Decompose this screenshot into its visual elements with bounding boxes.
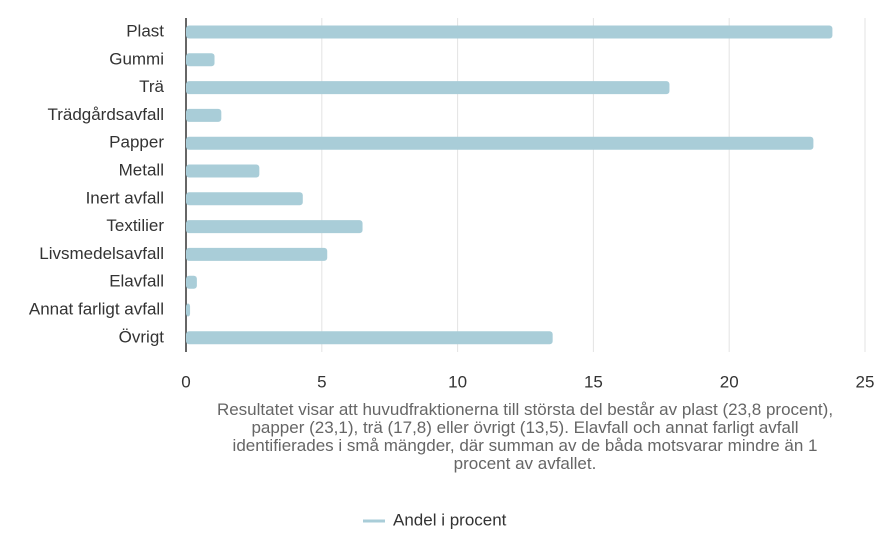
bar — [186, 275, 197, 289]
bar — [186, 331, 553, 345]
bar — [186, 136, 814, 150]
y-tick-label: Textilier — [106, 216, 164, 235]
x-tick-label: 15 — [584, 372, 603, 391]
y-tick-label: Plast — [126, 21, 164, 40]
bar — [186, 247, 328, 261]
legend-label: Andel i procent — [393, 510, 507, 529]
bar — [186, 25, 833, 39]
bar — [186, 81, 670, 95]
y-tick-label: Papper — [109, 133, 164, 152]
y-tick-label: Övrigt — [119, 327, 165, 346]
x-tick-label: 20 — [720, 372, 739, 391]
y-tick-label: Gummi — [109, 49, 164, 68]
x-tick-label: 5 — [317, 372, 326, 391]
y-tick-label: Livsmedelsavfall — [39, 244, 164, 263]
bar — [186, 303, 191, 317]
bar — [186, 192, 303, 206]
y-tick-label: Inert avfall — [86, 188, 164, 207]
y-tick-label: Trä — [139, 77, 164, 96]
bar — [186, 108, 222, 122]
y-tick-label: Metall — [119, 160, 164, 179]
y-tick-label: Annat farligt avfall — [29, 299, 164, 318]
bar — [186, 164, 260, 178]
x-tick-label: 10 — [448, 372, 467, 391]
bar — [186, 220, 363, 234]
annotation: Resultatet visar att huvudfraktionerna t… — [216, 400, 834, 473]
x-tick-label: 0 — [181, 372, 190, 391]
y-tick-label: Trädgårdsavfall — [47, 105, 164, 124]
bar — [186, 53, 215, 67]
y-tick-label: Elavfall — [109, 272, 164, 291]
x-tick-label: 25 — [856, 372, 875, 391]
